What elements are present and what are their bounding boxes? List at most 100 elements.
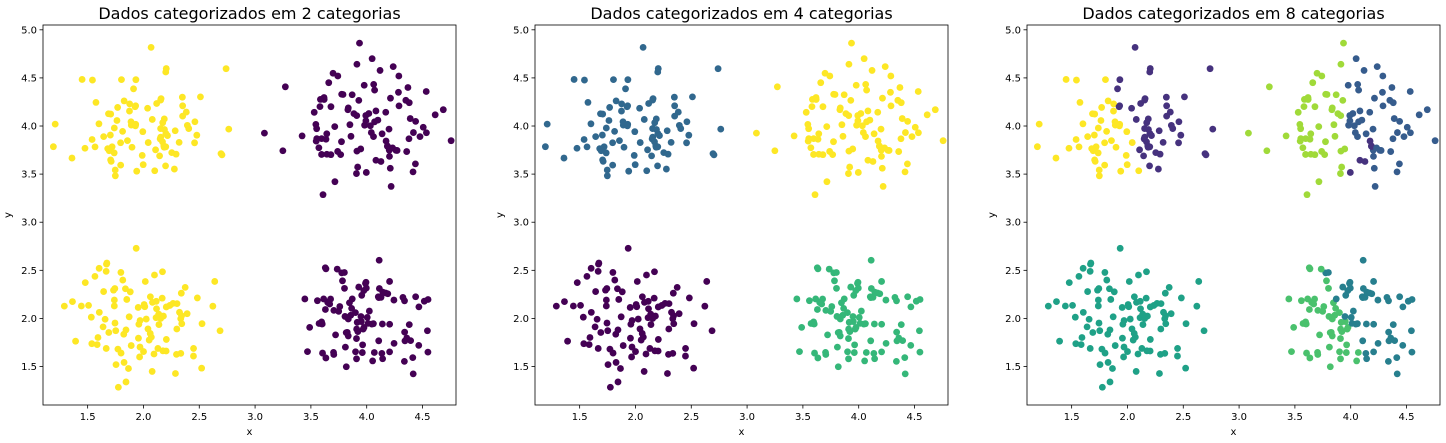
scatter-point xyxy=(114,383,122,391)
scatter-point xyxy=(895,148,903,155)
scatter-point xyxy=(1360,67,1368,74)
scatter-point xyxy=(878,348,886,356)
scatter-point xyxy=(1285,295,1293,303)
scatter-point xyxy=(1139,310,1147,318)
scatter-point xyxy=(708,327,716,335)
scatter-point xyxy=(1303,349,1310,357)
scatter-point xyxy=(327,151,335,159)
scatter-point xyxy=(868,67,876,74)
scatter-point xyxy=(636,104,643,112)
scatter-point xyxy=(643,167,651,175)
scatter-point xyxy=(383,142,391,150)
x-tick-label: 2.0 xyxy=(1120,412,1136,423)
scatter-point xyxy=(341,269,348,276)
scatter-point xyxy=(1079,308,1087,316)
scatter-point xyxy=(1175,118,1183,126)
scatter-point xyxy=(1390,115,1398,122)
scatter-point xyxy=(1098,383,1106,391)
scatter-point xyxy=(1120,343,1128,351)
scatter-point xyxy=(645,305,652,313)
chart-title: Dados categorizados em 4 categorias xyxy=(590,4,892,23)
scatter-point xyxy=(193,131,201,139)
y-tick-label: 3.5 xyxy=(1005,170,1021,181)
scatter-point xyxy=(1084,133,1092,141)
scatter-point xyxy=(390,296,398,304)
scatter-point xyxy=(1371,94,1378,102)
scatter-point xyxy=(939,137,947,145)
y-axis-label: y xyxy=(3,212,14,218)
scatter-point xyxy=(1167,121,1175,129)
scatter-point xyxy=(342,363,350,371)
scatter-point xyxy=(412,293,420,301)
scatter-point xyxy=(625,167,633,175)
scatter-point xyxy=(102,267,110,275)
scatter-point xyxy=(159,119,167,127)
scatter-point xyxy=(72,337,79,345)
scatter-point xyxy=(1120,353,1127,361)
scatter-point xyxy=(825,265,833,273)
scatter-point xyxy=(1155,127,1163,135)
scatter-point xyxy=(1358,116,1366,124)
scatter-point xyxy=(904,160,911,168)
scatter-point xyxy=(771,147,779,155)
scatter-point xyxy=(1304,295,1312,303)
scatter-point xyxy=(1356,107,1364,115)
scatter-point xyxy=(1337,335,1344,342)
scatter-point xyxy=(141,278,149,285)
scatter-point xyxy=(78,76,86,83)
scatter-point xyxy=(810,151,817,158)
scatter-point xyxy=(882,296,890,304)
scatter-point xyxy=(1094,296,1102,304)
scatter-point xyxy=(1106,326,1114,334)
scatter-point xyxy=(371,86,379,94)
y-tick-label: 1.5 xyxy=(21,362,37,373)
scatter-point xyxy=(1161,350,1169,357)
scatter-point xyxy=(1148,132,1155,139)
scatter-point xyxy=(823,178,831,186)
scatter-point xyxy=(643,271,650,279)
scatter-point xyxy=(1386,96,1394,104)
scatter-point xyxy=(1086,267,1094,275)
scatter-point xyxy=(1393,370,1401,378)
scatter-point xyxy=(1406,88,1414,95)
scatter-point xyxy=(363,314,371,321)
scatter-point xyxy=(1101,139,1109,147)
scatter-point xyxy=(1306,135,1314,143)
scatter-point xyxy=(1263,147,1271,155)
scatter-point xyxy=(599,110,607,118)
scatter-point xyxy=(155,310,163,318)
scatter-point xyxy=(683,118,691,126)
scatter-point xyxy=(424,296,432,303)
scatter-point xyxy=(193,294,201,302)
scatter-point xyxy=(1344,287,1352,294)
scatter-point xyxy=(132,244,140,252)
scatter-point xyxy=(1101,269,1109,276)
scatter-point xyxy=(1129,336,1137,344)
scatter-point xyxy=(112,361,120,369)
scatter-point xyxy=(1088,145,1096,153)
scatter-point xyxy=(617,313,625,321)
scatter-point xyxy=(117,139,125,147)
scatter-point xyxy=(1134,350,1142,358)
scatter-point xyxy=(123,296,131,303)
scatter-point xyxy=(802,108,810,116)
scatter-point xyxy=(861,357,869,365)
scatter-point xyxy=(593,315,601,323)
scatter-point xyxy=(1094,302,1102,310)
scatter-point xyxy=(685,294,693,302)
scatter-point xyxy=(1167,310,1175,318)
scatter-point xyxy=(1103,276,1111,284)
scatter-point xyxy=(357,313,365,320)
scatter-point xyxy=(651,268,658,276)
scatter-point xyxy=(851,341,859,349)
scatter-point xyxy=(664,370,671,377)
scatter-point xyxy=(1110,288,1118,296)
scatter-point xyxy=(120,97,128,105)
scatter-point xyxy=(1311,151,1319,159)
scatter-point xyxy=(179,112,187,120)
scatter-point xyxy=(222,65,230,73)
scatter-point xyxy=(409,354,417,362)
scatter-point xyxy=(840,295,848,303)
scatter-point xyxy=(1346,278,1354,286)
y-axis-label: y xyxy=(987,212,998,218)
